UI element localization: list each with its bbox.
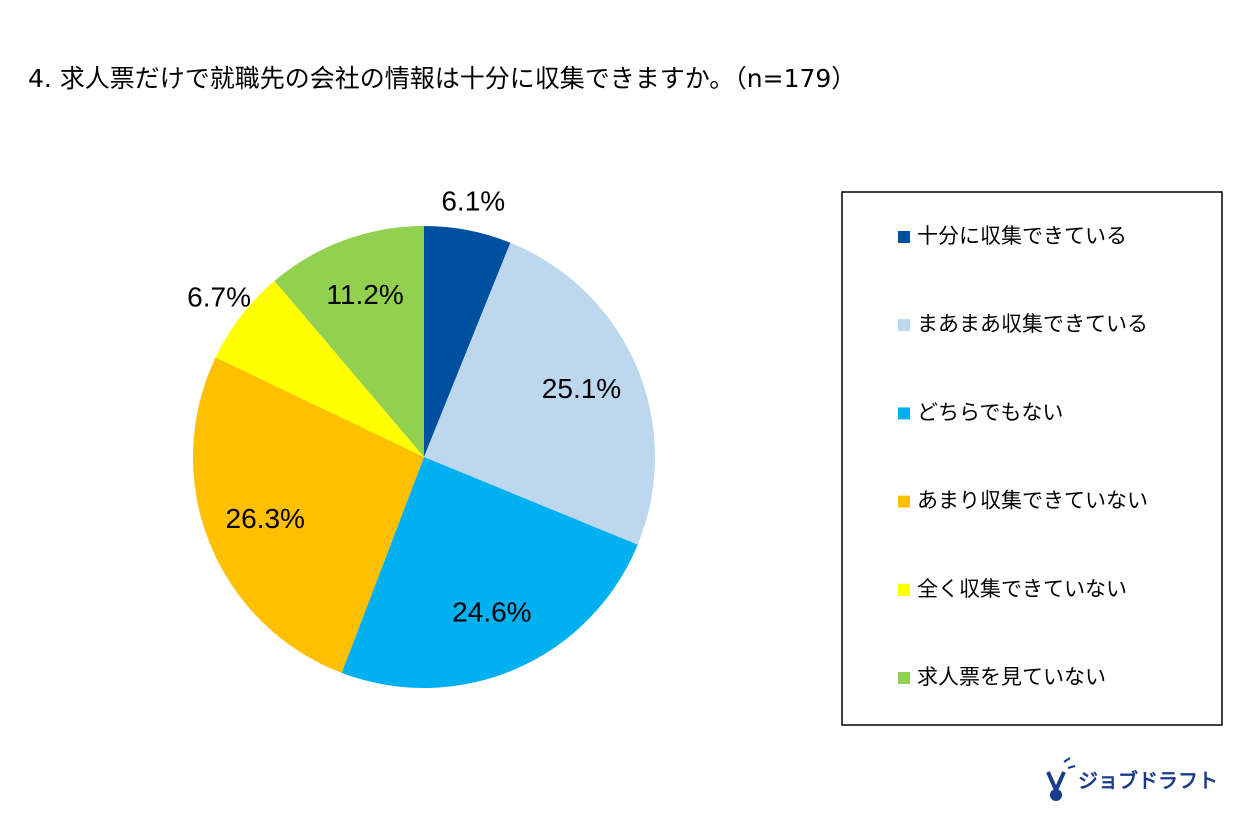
legend-swatch	[898, 407, 910, 420]
legend-label: あまり収集できていない	[917, 489, 1148, 513]
data-label: 6.1%	[441, 185, 505, 216]
logo-text: ジョブドラフト	[1078, 769, 1218, 793]
pie-slice	[215, 280, 424, 457]
legend-box	[841, 191, 1223, 726]
data-label: 24.6%	[452, 596, 531, 627]
pie-slice	[424, 242, 655, 545]
legend-swatch	[898, 495, 910, 508]
legend-label: まあまあ収集できている	[917, 312, 1148, 336]
legend-swatch	[898, 583, 910, 596]
pie-slice	[424, 226, 511, 457]
pie-slice	[274, 226, 424, 457]
data-label: 11.2%	[326, 279, 403, 310]
pie-slice	[192, 357, 424, 673]
legend-swatch	[898, 319, 910, 332]
data-label: 25.1%	[542, 373, 621, 404]
data-label: 6.7%	[187, 281, 251, 312]
legend-swatch	[898, 231, 910, 243]
logo-icon	[1046, 757, 1076, 801]
legend-label: 求人票を見ていない	[917, 665, 1106, 689]
legend-swatch	[898, 672, 910, 684]
chart-title: 4. 求人票だけで就職先の会社の情報は十分に収集できますか。（n=179）	[28, 64, 856, 93]
data-label: 26.3%	[226, 503, 305, 534]
legend-label: 十分に収集できている	[917, 224, 1127, 248]
legend-label: 全く収集できていない	[917, 577, 1127, 601]
legend-label: どちらでもない	[917, 400, 1063, 424]
pie-slice	[341, 457, 638, 688]
